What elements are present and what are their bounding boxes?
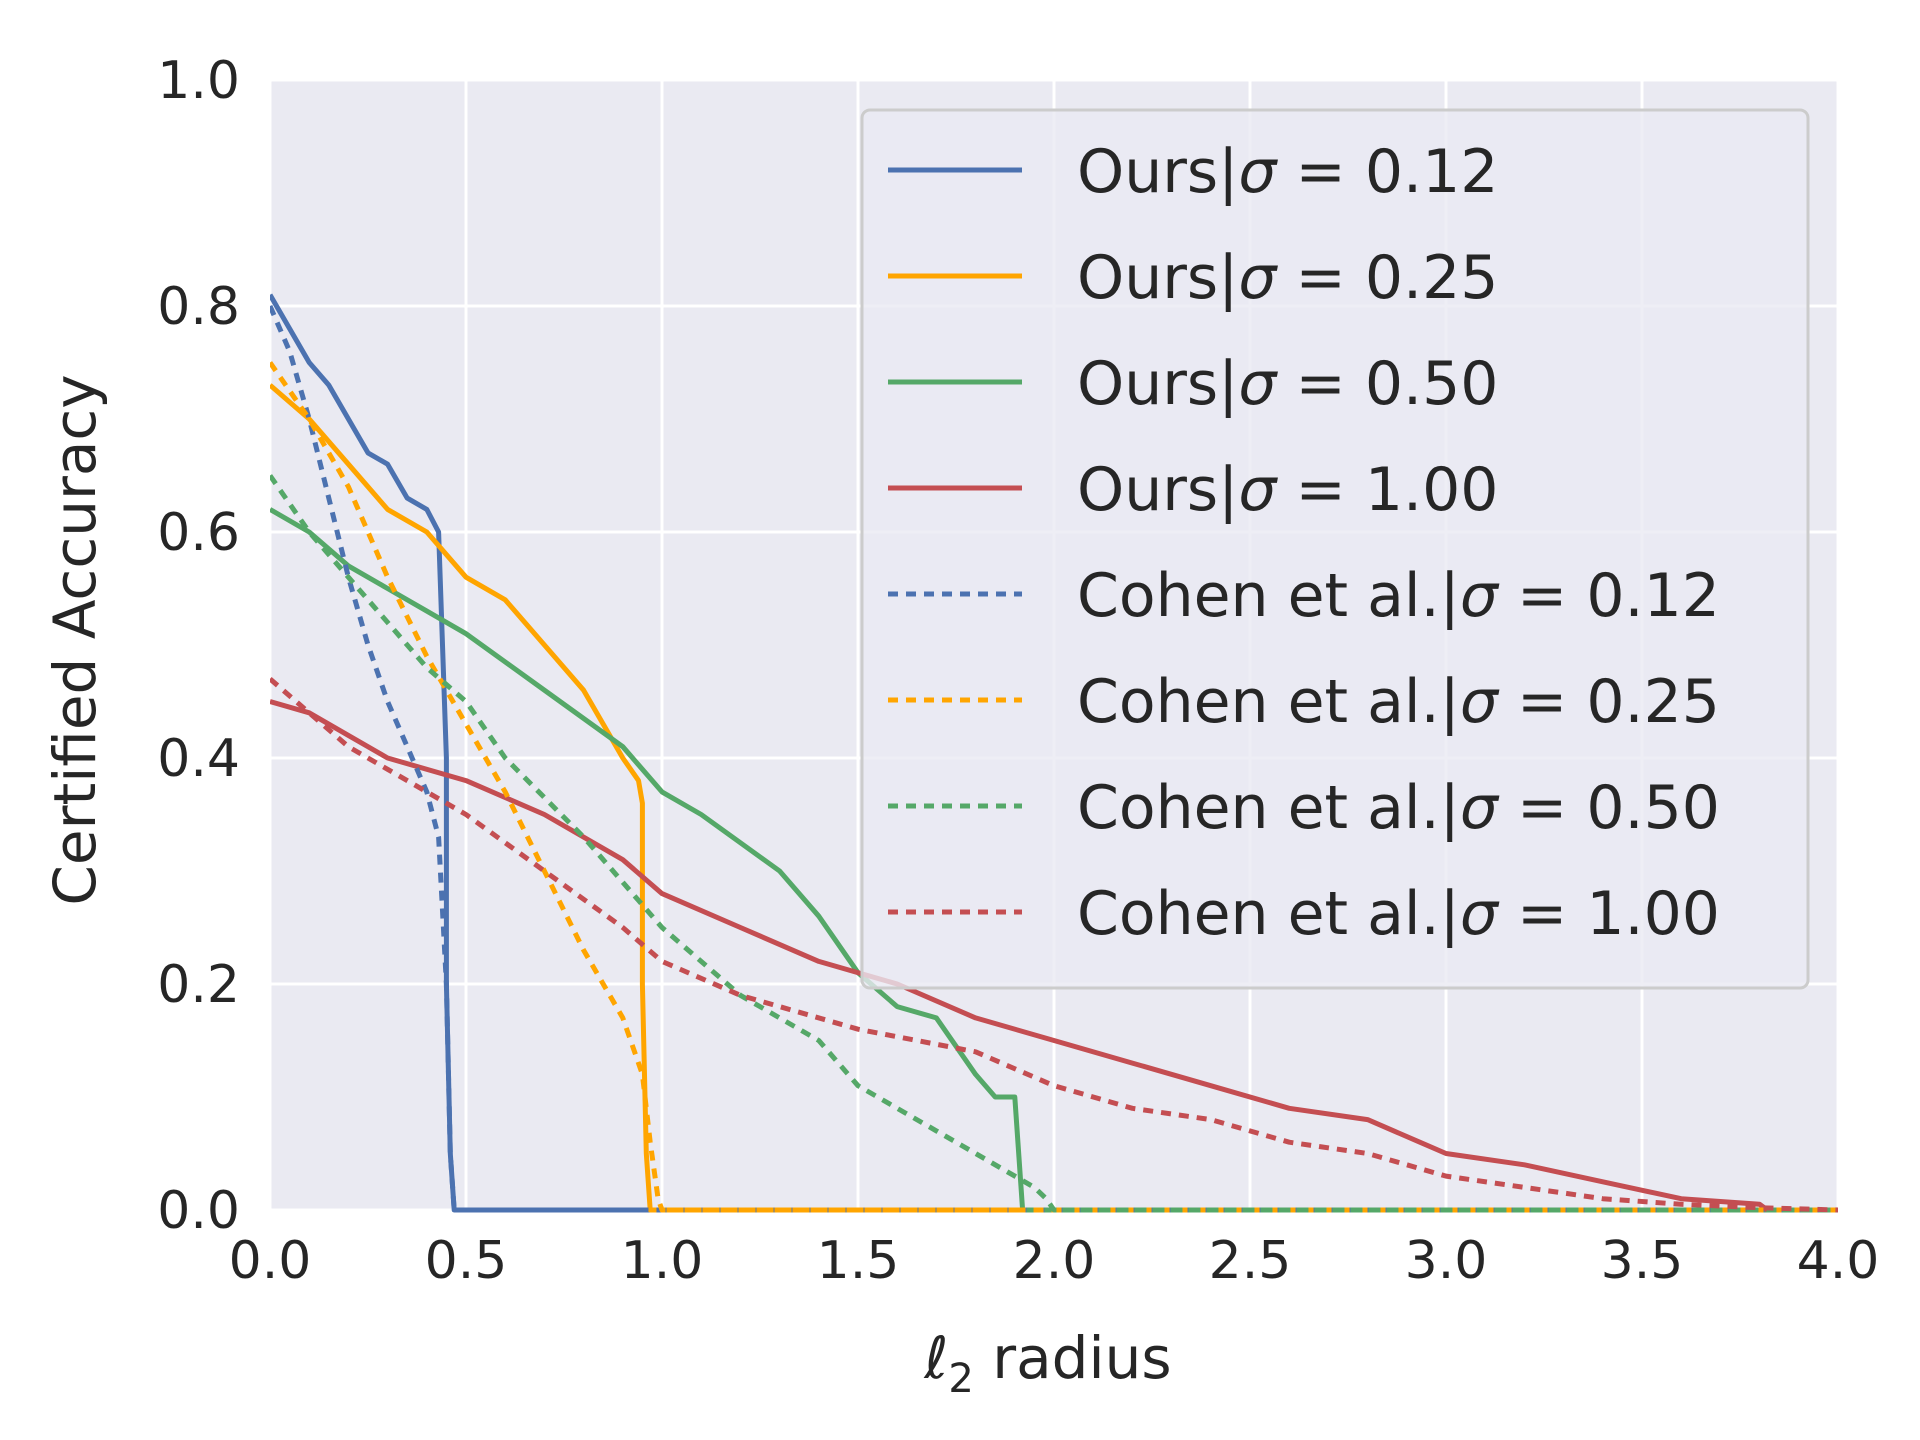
x-axis-label-rest: radius: [974, 1324, 1172, 1392]
x-tick-label: 1.0: [621, 1231, 704, 1291]
legend-item: Ours|σ = 0.50: [888, 349, 1498, 419]
legend: Ours|σ = 0.12 Ours|σ = 0.25 Ours|σ = 0.50 O…: [860, 108, 1810, 990]
x-tick-label: 1.5: [817, 1231, 900, 1291]
legend-item: Ours|σ = 1.00: [888, 455, 1498, 525]
x-axis-label-ell: ℓ: [923, 1324, 948, 1392]
series-line: [270, 699, 1769, 1213]
legend-item: Cohen et al.|σ = 0.12: [888, 561, 1720, 631]
legend-label: Ours|σ = 0.25: [1077, 243, 1498, 313]
series-line: [270, 361, 1838, 1213]
y-tick-label: 0.8: [157, 277, 240, 337]
legend-item: Ours|σ = 0.25: [888, 243, 1498, 313]
series-line: [270, 677, 1838, 1213]
legend-label: Ours|σ = 0.50: [1077, 349, 1498, 419]
legend-label: Ours|σ = 1.00: [1077, 455, 1498, 525]
y-tick-labels: 0.0 0.2 0.4 0.6 0.8 1.0: [157, 51, 240, 1241]
legend-item: Cohen et al.|σ = 0.50: [888, 773, 1720, 843]
legend-item: Cohen et al.|σ = 1.00: [888, 879, 1720, 949]
x-axis-label-subscript: 2: [948, 1356, 973, 1402]
y-tick-label: 0.0: [157, 1181, 240, 1241]
x-tick-label: 3.0: [1405, 1231, 1488, 1291]
legend-items: Ours|σ = 0.12 Ours|σ = 0.25 Ours|σ = 0.50 O…: [888, 137, 1720, 949]
y-tick-label: 0.4: [157, 729, 240, 789]
x-tick-label: 3.5: [1601, 1231, 1684, 1291]
legend-item: Ours|σ = 0.12: [888, 137, 1498, 207]
x-tick-label: 0.5: [425, 1231, 508, 1291]
series-layer: [270, 293, 1838, 1213]
legend-box: [860, 108, 1810, 990]
series-line: [270, 383, 1838, 1213]
series-line: [270, 474, 1838, 1213]
legend-label: Cohen et al.|σ = 0.25: [1077, 667, 1720, 737]
x-axis-label: ℓ2 radius: [923, 1324, 1171, 1402]
series-line: [270, 305, 1838, 1213]
legend-label: Ours|σ = 0.12: [1077, 137, 1498, 207]
legend-label: Cohen et al.|σ = 0.12: [1077, 561, 1720, 631]
series-line: [270, 507, 1838, 1213]
y-tick-label: 0.2: [157, 955, 240, 1015]
x-tick-label: 4.0: [1797, 1231, 1880, 1291]
legend-label: Cohen et al.|σ = 1.00: [1077, 879, 1720, 949]
x-tick-labels: 0.0 0.5 1.0 1.5 2.0 2.5 3.0 3.5 4.0: [229, 1231, 1880, 1291]
y-tick-label: 1.0: [157, 51, 240, 111]
y-axis-label: Certified Accuracy: [41, 374, 109, 905]
y-tick-label: 0.6: [157, 503, 240, 563]
x-tick-label: 2.5: [1209, 1231, 1292, 1291]
legend-item: Cohen et al.|σ = 0.25: [888, 667, 1720, 737]
x-tick-label: 0.0: [229, 1231, 312, 1291]
legend-label: Cohen et al.|σ = 0.50: [1077, 773, 1720, 843]
x-tick-label: 2.0: [1013, 1231, 1096, 1291]
